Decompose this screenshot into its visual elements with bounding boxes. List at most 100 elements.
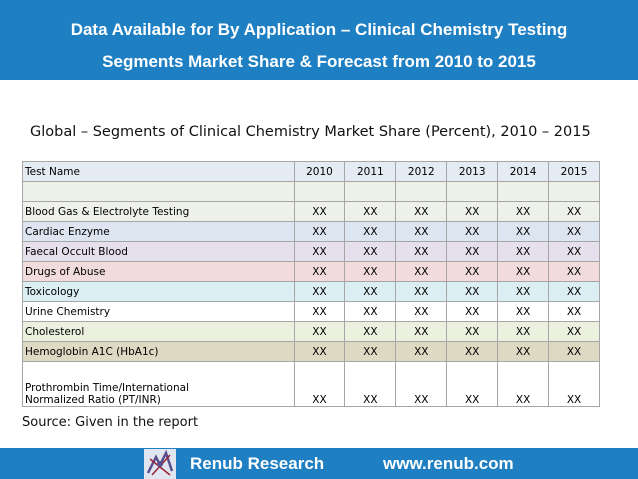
table-row: Prothrombin Time/International Normalize… <box>22 361 600 407</box>
column-header-2011: 2011 <box>344 161 397 182</box>
table-cell: XX <box>293 341 346 362</box>
table-cell: XX <box>548 361 600 407</box>
column-header-2010: 2010 <box>293 161 346 182</box>
row-label: Drugs of Abuse <box>22 261 295 282</box>
table-cell: XX <box>395 261 448 282</box>
table-cell: XX <box>446 241 499 262</box>
column-header-2014: 2014 <box>497 161 550 182</box>
table-cell: XX <box>497 321 550 342</box>
table-cell: XX <box>548 261 600 282</box>
table-cell: XX <box>395 361 448 407</box>
table-row: Hemoglobin A1C (HbA1c) XX XX XX XX XX XX <box>22 341 600 362</box>
table-cell: XX <box>548 281 600 302</box>
table-cell: XX <box>497 221 550 242</box>
row-label: Urine Chemistry <box>22 301 295 322</box>
table-cell: XX <box>395 201 448 222</box>
table-cell: XX <box>395 301 448 322</box>
table-cell: XX <box>293 201 346 222</box>
table-cell: XX <box>446 201 499 222</box>
table-cell: XX <box>344 341 397 362</box>
table-cell: XX <box>446 301 499 322</box>
spacer-cell <box>395 181 448 202</box>
table-row: Drugs of Abuse XX XX XX XX XX XX <box>22 261 600 282</box>
row-label: Toxicology <box>22 281 295 302</box>
table-cell: XX <box>548 321 600 342</box>
table-cell: XX <box>395 241 448 262</box>
table-cell: XX <box>395 341 448 362</box>
brand-name: Renub Research <box>190 454 325 473</box>
table-row: Faecal Occult Blood XX XX XX XX XX XX <box>22 241 600 262</box>
row-label-line-2: Normalized Ratio (PT/INR) <box>25 394 161 406</box>
spacer-row <box>22 181 600 202</box>
table-cell: XX <box>344 201 397 222</box>
table-cell: XX <box>548 201 600 222</box>
table-cell: XX <box>497 301 550 322</box>
table-cell: XX <box>548 301 600 322</box>
row-label: Prothrombin Time/International Normalize… <box>22 361 295 407</box>
table-header-row: Test Name 2010 2011 2012 2013 2014 2015 <box>22 161 600 182</box>
table-cell: XX <box>293 261 346 282</box>
table-cell: XX <box>293 361 346 407</box>
table-row: Urine Chemistry XX XX XX XX XX XX <box>22 301 600 322</box>
table-cell: XX <box>344 261 397 282</box>
table-cell: XX <box>548 221 600 242</box>
row-label: Cardiac Enzyme <box>22 221 295 242</box>
table-row: Cholesterol XX XX XX XX XX XX <box>22 321 600 342</box>
column-header-2015: 2015 <box>548 161 600 182</box>
column-header-2012: 2012 <box>395 161 448 182</box>
table-cell: XX <box>548 241 600 262</box>
table-cell: XX <box>497 341 550 362</box>
column-header-test-name: Test Name <box>22 161 295 182</box>
spacer-cell <box>344 181 397 202</box>
table-cell: XX <box>446 261 499 282</box>
table-cell: XX <box>395 221 448 242</box>
column-header-2013: 2013 <box>446 161 499 182</box>
table-cell: XX <box>497 361 550 407</box>
table-cell: XX <box>293 321 346 342</box>
title-line-1: Data Available for By Application – Clin… <box>70 20 568 39</box>
table-cell: XX <box>446 361 499 407</box>
spacer-cell <box>548 181 600 202</box>
table-cell: XX <box>446 321 499 342</box>
table-cell: XX <box>344 281 397 302</box>
table-row: Blood Gas & Electrolyte Testing XX XX XX… <box>22 201 600 222</box>
source-note: Source: Given in the report <box>22 415 199 430</box>
table-cell: XX <box>446 341 499 362</box>
footer-bar: Renub Research www.renub.com <box>0 448 638 479</box>
table-cell: XX <box>446 281 499 302</box>
table-cell: XX <box>446 221 499 242</box>
table-cell: XX <box>344 361 397 407</box>
table-cell: XX <box>344 321 397 342</box>
spacer-cell <box>446 181 499 202</box>
title-banner: Data Available for By Application – Clin… <box>0 0 638 80</box>
spacer-cell <box>497 181 550 202</box>
spacer-cell <box>22 181 295 202</box>
table-cell: XX <box>293 221 346 242</box>
renub-logo-icon <box>144 449 176 479</box>
row-label: Cholesterol <box>22 321 295 342</box>
row-label: Blood Gas & Electrolyte Testing <box>22 201 295 222</box>
table-cell: XX <box>344 241 397 262</box>
row-label-line-1: Prothrombin Time/International <box>25 382 189 394</box>
table-cell: XX <box>395 321 448 342</box>
table-cell: XX <box>497 201 550 222</box>
table-cell: XX <box>497 281 550 302</box>
table-cell: XX <box>548 341 600 362</box>
market-share-table: Test Name 2010 2011 2012 2013 2014 2015 … <box>22 161 600 407</box>
table-title: Global – Segments of Clinical Chemistry … <box>30 124 591 140</box>
table-cell: XX <box>293 281 346 302</box>
website-link[interactable]: www.renub.com <box>383 454 514 473</box>
table-cell: XX <box>497 261 550 282</box>
table-cell: XX <box>293 241 346 262</box>
table-row: Cardiac Enzyme XX XX XX XX XX XX <box>22 221 600 242</box>
table-cell: XX <box>395 281 448 302</box>
table-cell: XX <box>497 241 550 262</box>
spacer-cell <box>293 181 346 202</box>
table-cell: XX <box>344 301 397 322</box>
row-label: Faecal Occult Blood <box>22 241 295 262</box>
table-row: Toxicology XX XX XX XX XX XX <box>22 281 600 302</box>
title-line-2: Segments Market Share & Forecast from 20… <box>102 52 536 71</box>
row-label: Hemoglobin A1C (HbA1c) <box>22 341 295 362</box>
table-cell: XX <box>344 221 397 242</box>
table-cell: XX <box>293 301 346 322</box>
